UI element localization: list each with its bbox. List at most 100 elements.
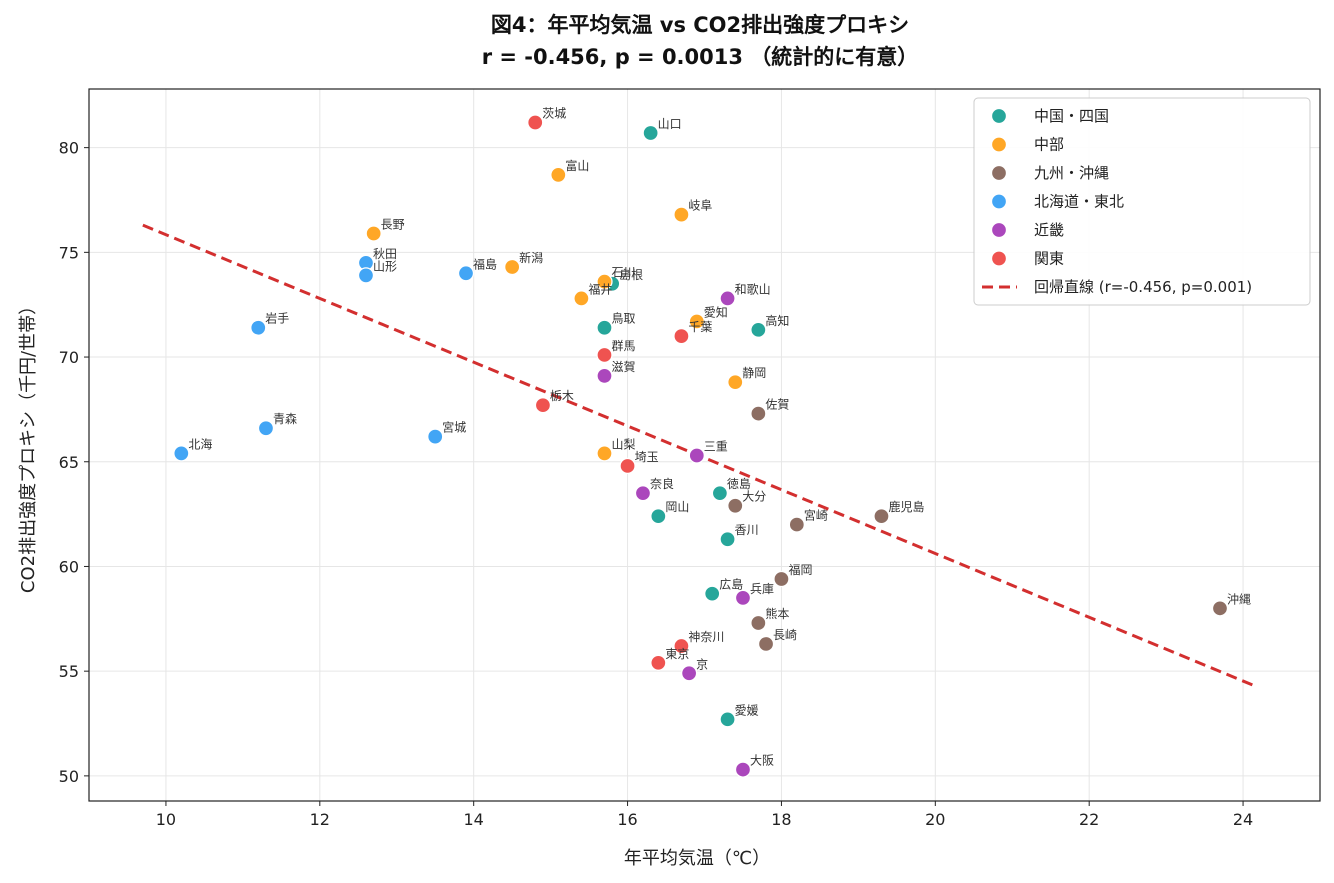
point-label: 宮城: [442, 420, 466, 435]
point-label: 大阪: [750, 754, 774, 768]
plot-frame: [88, 88, 1321, 802]
x-tick-label: 24: [1233, 810, 1253, 829]
point-label: 長野: [381, 217, 405, 231]
legend-marker: [990, 193, 1008, 210]
data-point: [719, 290, 736, 307]
point-label: 石川: [611, 266, 635, 280]
x-tick-label: 22: [1079, 810, 1099, 829]
legend-marker: [990, 164, 1008, 182]
point-label: 福井: [588, 281, 612, 296]
data-point: [673, 637, 690, 655]
x-tick-label: 18: [771, 810, 791, 829]
data-point: [734, 589, 752, 607]
chart-subtitle: r = -0.456, p = 0.0013 （統計的に有意）: [482, 45, 919, 69]
legend-entry: 中部: [1034, 136, 1064, 154]
data-point: [750, 614, 767, 632]
point-label: 山口: [658, 117, 682, 131]
data-point: [1211, 600, 1229, 617]
x-tick-label: 10: [156, 810, 176, 829]
x-tick-label: 20: [925, 810, 945, 829]
point-label: 栃木: [550, 389, 574, 403]
point-label: 広島: [719, 577, 743, 592]
data-points: [173, 114, 1229, 778]
data-point: [250, 319, 267, 336]
point-label: 滋賀: [611, 360, 635, 374]
point-label: 静岡: [742, 366, 766, 380]
data-point: [788, 516, 805, 533]
point-label: 和歌山: [735, 281, 771, 296]
data-point: [734, 761, 752, 778]
y-axis-ticks: 50 55 60 65 70 75 80: [59, 139, 89, 786]
data-point: [504, 258, 521, 276]
point-label: 三重: [704, 439, 728, 453]
data-point: [596, 445, 613, 462]
data-point: [727, 497, 744, 514]
point-label: 高知: [765, 313, 789, 328]
point-label: 兵庫: [750, 582, 774, 596]
data-point: [173, 445, 190, 462]
data-point: [704, 585, 721, 602]
data-point: [757, 635, 775, 653]
x-tick-label: 12: [310, 810, 330, 829]
point-label: 千葉: [688, 320, 712, 334]
point-label: 山梨: [611, 437, 635, 451]
data-point: [773, 570, 790, 588]
point-label: 神奈川: [688, 630, 724, 644]
point-label: 長崎: [773, 628, 797, 642]
data-point: [673, 327, 690, 345]
data-point: [634, 485, 652, 502]
point-label: 埼玉: [635, 450, 659, 464]
point-label: 茨城: [542, 107, 566, 121]
point-label: 大分: [742, 490, 766, 504]
data-point: [457, 265, 475, 282]
data-point: [688, 313, 705, 330]
point-label: 福岡: [788, 562, 812, 577]
data-point: [719, 531, 736, 548]
x-axis-ticks: 10 12 14 16 18 20 22 24: [156, 801, 1253, 829]
point-label: 沖縄: [1227, 591, 1251, 606]
point-label: 秋田: [373, 247, 397, 261]
legend-box: [973, 97, 1311, 306]
y-tick-label: 80: [59, 139, 79, 158]
point-label: 山形: [373, 259, 397, 273]
point-label: 富山: [565, 158, 589, 173]
legend-entry: 北海道・東北: [1034, 193, 1124, 211]
point-label: 島根: [619, 267, 643, 282]
data-point: [357, 267, 375, 284]
x-tick-label: 16: [617, 810, 637, 829]
y-axis-label: CO2排出強度プロキシ（千円/世帯）: [18, 297, 39, 593]
legend-marker: [990, 136, 1008, 153]
point-label: 鹿児島: [888, 499, 924, 514]
point-label: 岩手: [265, 311, 289, 326]
point-label: 群馬: [611, 339, 635, 353]
y-tick-label: 70: [59, 348, 79, 367]
data-point: [534, 397, 552, 414]
point-label: 愛知: [704, 305, 728, 319]
data-point: [619, 457, 636, 475]
y-tick-label: 55: [59, 662, 79, 681]
point-label: 岡山: [665, 500, 689, 514]
x-tick-label: 14: [464, 810, 484, 829]
point-label: 岐阜: [688, 199, 712, 213]
data-point: [427, 428, 444, 445]
legend-entry: 関東: [1034, 250, 1064, 268]
legend-marker: [990, 107, 1008, 125]
data-point: [596, 346, 613, 364]
point-label: 北海: [188, 436, 212, 451]
data-point: [719, 711, 736, 728]
y-tick-label: 65: [59, 453, 79, 472]
data-point: [680, 665, 698, 682]
data-point: [550, 166, 567, 184]
data-point: [650, 654, 667, 671]
data-point: [688, 447, 705, 464]
data-point: [650, 508, 667, 525]
point-label: 奈良: [650, 476, 674, 491]
data-point: [727, 374, 744, 391]
data-point: [873, 508, 890, 525]
point-label: 鳥取: [611, 311, 635, 326]
y-tick-label: 75: [59, 243, 79, 262]
data-point: [642, 124, 659, 142]
data-point: [673, 206, 690, 223]
